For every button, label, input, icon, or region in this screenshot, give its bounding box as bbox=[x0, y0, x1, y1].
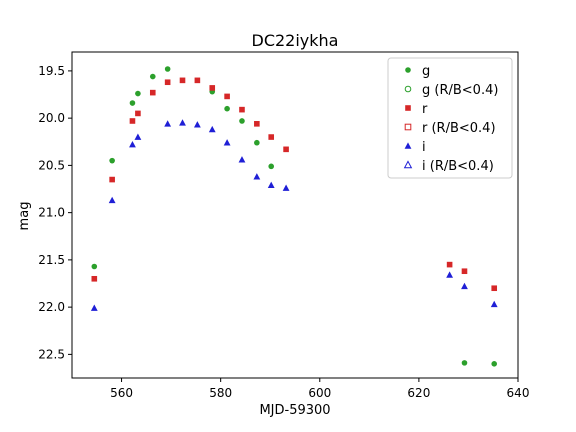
legend-label-r-r-b-0-4: r (R/B<0.4) bbox=[422, 121, 496, 136]
point-r bbox=[109, 176, 115, 183]
point-i bbox=[223, 139, 231, 146]
x-tick-label: 600 bbox=[308, 386, 331, 400]
point-i bbox=[446, 271, 454, 278]
point-g bbox=[91, 263, 98, 270]
point-r bbox=[491, 285, 498, 292]
point-i bbox=[134, 133, 142, 140]
point-g bbox=[135, 90, 141, 97]
point-r bbox=[254, 121, 260, 127]
point-i bbox=[267, 181, 275, 189]
point-i bbox=[108, 196, 116, 204]
x-tick-label: 640 bbox=[507, 386, 530, 400]
point-i bbox=[490, 300, 498, 308]
point-g bbox=[239, 118, 245, 124]
legend-marker-g-r-b-0-4 bbox=[404, 85, 412, 93]
y-tick-label: 21.5 bbox=[38, 253, 65, 267]
y-tick-label: 20.0 bbox=[38, 111, 65, 125]
y-tick-label: 22.0 bbox=[38, 300, 65, 314]
y-tick-label: 22.5 bbox=[38, 347, 65, 361]
legend-marker-r bbox=[405, 105, 411, 111]
point-r bbox=[283, 146, 289, 153]
legend: g g (R/B<0.4) r r (R/B<0.4) i i (R/B<0.4) bbox=[387, 57, 513, 179]
point-i bbox=[90, 304, 98, 311]
plot-frame bbox=[71, 51, 519, 379]
legend-label-g: g bbox=[422, 64, 430, 79]
point-r bbox=[268, 134, 275, 140]
point-g bbox=[461, 360, 468, 366]
y-axis-label: mag bbox=[17, 202, 32, 231]
legend-label-i-r-b-0-4: i (R/B<0.4) bbox=[422, 159, 494, 174]
point-g bbox=[224, 105, 230, 112]
legend-marker-g bbox=[405, 67, 411, 73]
data-points bbox=[90, 66, 498, 367]
point-i bbox=[164, 120, 172, 127]
legend-box bbox=[387, 57, 513, 179]
legend-label-g-r-b-0-4: g (R/B<0.4) bbox=[422, 83, 498, 98]
point-r bbox=[209, 85, 216, 91]
point-i bbox=[253, 173, 261, 180]
point-g bbox=[164, 66, 171, 72]
y-tick-label: 21.0 bbox=[38, 206, 65, 220]
legend-marker-i bbox=[404, 142, 412, 149]
legend-label-i: i bbox=[422, 140, 426, 155]
point-r bbox=[446, 261, 453, 268]
legend-marker-i-r-b-0-4 bbox=[403, 160, 413, 169]
point-i bbox=[179, 119, 186, 126]
point-g bbox=[149, 73, 156, 80]
point-i bbox=[193, 121, 201, 128]
point-g bbox=[268, 163, 275, 170]
point-g bbox=[109, 157, 115, 164]
plot-area bbox=[71, 51, 519, 379]
point-i bbox=[208, 125, 216, 133]
x-axis: 560 580 600 620 640 bbox=[110, 378, 529, 400]
y-axis: 19.5 20.0 20.5 21.0 21.5 22.0 22.5 bbox=[38, 64, 72, 361]
point-i bbox=[461, 282, 468, 290]
x-axis-label: MJD-59300 bbox=[259, 403, 330, 418]
x-tick-label: 560 bbox=[110, 386, 133, 400]
point-i bbox=[129, 141, 136, 148]
point-i bbox=[282, 184, 290, 191]
point-g bbox=[129, 100, 136, 106]
point-r bbox=[135, 110, 141, 117]
point-r bbox=[224, 93, 230, 100]
x-tick-label: 580 bbox=[209, 386, 232, 400]
point-r bbox=[461, 268, 468, 275]
point-i bbox=[238, 156, 246, 163]
y-tick-label: 19.5 bbox=[38, 64, 65, 78]
point-g bbox=[254, 139, 260, 146]
point-r bbox=[91, 275, 98, 282]
point-r bbox=[194, 77, 201, 84]
point-r bbox=[164, 79, 171, 86]
point-r bbox=[149, 89, 156, 96]
point-r bbox=[179, 77, 186, 84]
legend-label-r: r bbox=[422, 102, 428, 117]
point-r bbox=[239, 106, 245, 113]
legend-marker-r-r-b-0-4 bbox=[404, 123, 412, 131]
y-tick-label: 20.5 bbox=[38, 158, 65, 172]
chart-title: DC22iykha bbox=[252, 31, 339, 50]
point-g bbox=[491, 361, 498, 367]
point-r bbox=[129, 118, 136, 124]
x-tick-label: 620 bbox=[407, 386, 430, 400]
